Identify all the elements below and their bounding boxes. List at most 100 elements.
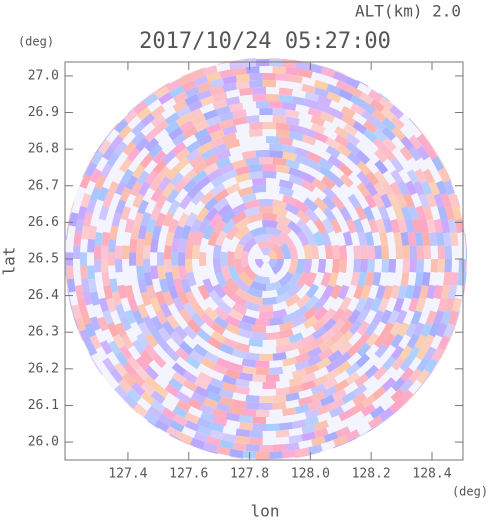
radar-cell: [168, 377, 184, 392]
radar-cell: [259, 156, 273, 165]
radar-cell: [204, 306, 219, 321]
radar-cell: [161, 407, 177, 421]
radar-cell: [212, 259, 222, 274]
radar-cell: [418, 193, 430, 208]
y-tick-label: 27.0: [28, 68, 59, 83]
radar-cell: [173, 278, 184, 293]
radar-cell: [448, 310, 459, 326]
radar-cell: [126, 147, 141, 162]
radar-cell: [331, 388, 347, 402]
radar-cell: [85, 341, 98, 357]
radar-cell: [154, 85, 170, 99]
radar-cell: [317, 259, 327, 274]
radar-cell: [275, 344, 290, 354]
radar-cell: [155, 193, 168, 209]
radar-cell: [185, 290, 198, 306]
radar-cell: [191, 244, 201, 259]
radar-cell: [307, 107, 323, 118]
radar-cell: [329, 330, 345, 345]
radar-cell: [171, 362, 187, 377]
radar-cell: [304, 272, 317, 288]
radar-cell: [164, 383, 180, 398]
radar-cell: [143, 343, 158, 359]
radar-cell: [278, 422, 293, 431]
radar-cell: [406, 169, 420, 185]
radar-cell: [410, 310, 423, 326]
radar-cell: [150, 315, 164, 331]
radar-cell: [209, 422, 225, 433]
radar-cell: [452, 297, 462, 313]
radar-cell: [255, 318, 270, 326]
radar-cell: [150, 105, 166, 119]
radar-cell: [317, 403, 333, 416]
radar-cell: [282, 144, 297, 154]
radar-cell: [347, 85, 363, 98]
radar-cell: [301, 127, 317, 138]
radar-cell: [182, 379, 198, 392]
radar-cell: [430, 259, 439, 273]
radar-cell: [275, 291, 292, 304]
radar-cell: [272, 199, 288, 210]
radar-cell: [348, 319, 363, 335]
radar-cell: [278, 328, 294, 339]
radar-cell: [373, 366, 388, 381]
radar-cell: [89, 316, 101, 331]
radar-cell: [150, 113, 166, 128]
radar-cell: [222, 337, 238, 349]
radar-cell: [225, 96, 240, 106]
radar-cell: [209, 136, 225, 149]
radar-cell: [106, 151, 120, 167]
radar-cell: [150, 187, 164, 203]
radar-cell: [199, 251, 207, 267]
radar-cell: [164, 245, 172, 259]
radar-cell: [439, 346, 447, 359]
radar-cell: [192, 445, 206, 451]
radar-cell: [414, 168, 427, 184]
radar-cell: [173, 225, 184, 240]
radar-cell: [262, 72, 277, 81]
radar-cell: [378, 205, 390, 221]
radar-cell: [186, 319, 202, 334]
radar-cell: [425, 310, 437, 326]
radar-cell: [225, 139, 241, 150]
radar-cell: [301, 134, 317, 146]
radar-cell: [208, 212, 223, 229]
radar-cell: [169, 434, 182, 442]
radar-cell: [314, 420, 329, 431]
radar-cell: [197, 217, 211, 234]
radar-cell: [424, 358, 438, 374]
radar-cell: [373, 137, 388, 152]
radar-cell: [304, 415, 320, 427]
radar-cell: [269, 366, 284, 375]
radar-cell: [97, 186, 109, 202]
radar-cell: [291, 368, 307, 379]
radar-cell: [443, 232, 452, 247]
radar-cell: [193, 230, 205, 246]
radar-cell: [259, 395, 273, 403]
radar-cell: [221, 209, 236, 224]
radar-cell: [80, 265, 88, 280]
radar-cell: [185, 148, 201, 163]
radar-cell: [357, 231, 367, 247]
radar-cell: [137, 96, 148, 106]
radar-cell: [152, 149, 167, 165]
radar-cell: [356, 182, 371, 198]
radar-cell: [73, 316, 79, 330]
radar-cell: [167, 284, 179, 300]
radar-cell: [431, 156, 444, 172]
radar-cell: [275, 214, 292, 227]
radar-cell: [204, 154, 220, 167]
radar-cell: [179, 120, 195, 133]
radar-cell: [318, 157, 334, 171]
radar-cell: [80, 193, 92, 208]
radar-cell: [375, 218, 386, 234]
radar-cell: [437, 259, 446, 273]
radar-cell: [245, 401, 260, 410]
radar-cell: [148, 143, 163, 159]
radar-cell: [248, 171, 263, 180]
radar-cell: [445, 171, 452, 184]
radar-cell: [269, 58, 283, 60]
radar-cell: [389, 408, 400, 418]
x-tick-label: 128.2: [352, 467, 391, 482]
radar-cell: [213, 197, 229, 212]
